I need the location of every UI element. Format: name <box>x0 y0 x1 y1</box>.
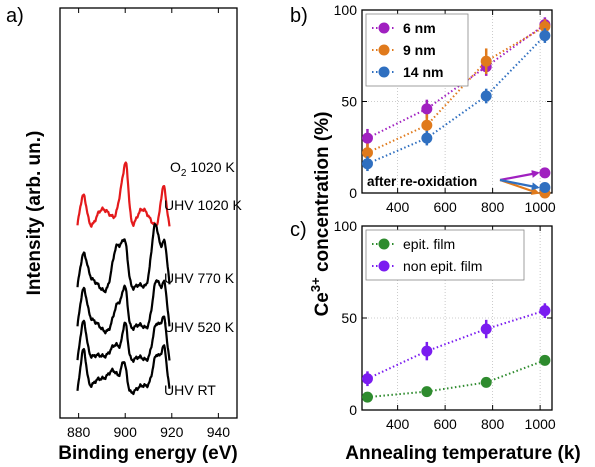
panel-b-series-line <box>367 34 546 165</box>
panel-c-y-tick-label: 0 <box>349 402 357 418</box>
panel-c-data-point <box>480 376 492 388</box>
panel-b-series-line <box>367 25 546 154</box>
panel-a-y-axis-label: Intensity (arb. un.) <box>24 131 45 296</box>
panel-b-data-point <box>421 119 433 131</box>
panel-a-x-tick-label: 880 <box>67 424 91 440</box>
panel-c-data-point <box>421 386 433 398</box>
panel-b-data-point <box>361 147 373 159</box>
panel-b-data-point <box>421 103 433 115</box>
panel-b-y-tick-label: 0 <box>349 185 357 201</box>
panel-b-series <box>361 28 551 172</box>
panel-b-series-line <box>367 23 546 139</box>
panel-b-reoxidation-point <box>539 167 551 179</box>
panel-b-data-point <box>480 55 492 67</box>
panel-a-series-label: UHV 1020 K <box>164 197 242 213</box>
panel-a-spectrum <box>76 279 171 335</box>
panel-a-x-tick-label: 900 <box>114 424 138 440</box>
panel-b-annotation-arrow <box>499 170 540 182</box>
panel-c-x-tick-label: 800 <box>481 416 505 432</box>
panel-a-spectrum <box>76 223 171 294</box>
panel-c-legend-label: epit. film <box>403 236 455 252</box>
panel-a-x-tick-label: 940 <box>207 424 231 440</box>
panel-c-x-tick-label: 1000 <box>525 416 556 432</box>
panel-a-spectrum <box>76 161 171 228</box>
panel-a-spectrum-line <box>76 161 171 228</box>
panel-b-legend: 6 nm 9 nm 14 nm <box>365 13 469 87</box>
panel-b-x-tick-label: 1000 <box>525 199 556 215</box>
panel-b-reoxidation-point <box>539 182 551 194</box>
panel-b-data-point <box>421 132 433 144</box>
panel-c-series <box>361 303 551 387</box>
panel-a-x-axis-label: Binding energy (eV) <box>58 443 237 464</box>
panel-c-x-tick-label: 600 <box>433 416 457 432</box>
panel-a-series-label: O2 1020 K <box>170 159 235 179</box>
panel-c-data-point <box>539 354 551 366</box>
panel-c-x-tick-label: 400 <box>386 416 410 432</box>
panel-b-legend-label: 6 nm <box>403 20 436 36</box>
panel-c-legend-swatch-marker <box>378 238 390 250</box>
panel-b-legend-label: 9 nm <box>403 42 436 58</box>
panel-b-label: b) <box>290 5 308 27</box>
panel-b-x-tick-label: 600 <box>433 199 457 215</box>
panel-a-label: a) <box>6 5 24 27</box>
panel-c-data-point <box>480 323 492 335</box>
panel-b-legend-label: 14 nm <box>403 64 443 80</box>
panel-c-legend: epit. film non epit. film <box>365 229 525 281</box>
panel-c-legend-box <box>365 229 525 281</box>
shared-y-axis-label: Ce3+ concentration (%) <box>308 112 333 317</box>
panel-c-legend-swatch-marker <box>378 260 390 272</box>
panel-c-x-axis-label: Annealing temperature (k) <box>345 443 580 464</box>
panel-a-series-label: UHV RT <box>164 382 216 398</box>
panel-a-frame <box>59 7 238 419</box>
panel-b-data-point <box>539 20 551 32</box>
panel-c-series-line <box>367 359 546 399</box>
panel-b-y-tick-label: 50 <box>341 94 357 110</box>
panel-c-data-point <box>421 345 433 357</box>
panel-a-spectrum-line <box>76 223 171 294</box>
panel-a-spectrum <box>76 344 171 396</box>
panel-b-data-point <box>480 90 492 102</box>
panel-c-y-tick-label: 100 <box>334 218 358 234</box>
panel-b-data-point <box>361 132 373 144</box>
panel-c-data-point <box>361 373 373 385</box>
panel-b-legend-swatch-marker <box>378 22 390 34</box>
panel-b-data-point <box>361 158 373 170</box>
panel-b-y-tick-label: 100 <box>334 2 358 18</box>
panel-a-spectrum-line <box>76 279 171 335</box>
panel-b-x-tick-label: 800 <box>481 199 505 215</box>
panel-a-series-label: UHV 770 K <box>164 270 235 286</box>
panel-a-spectrum-line <box>76 344 171 396</box>
panel-c-series <box>361 354 551 403</box>
panel-c-y-tick-label: 50 <box>341 310 357 326</box>
panel-c-legend-label: non epit. film <box>403 258 482 274</box>
panel-a-spectrum <box>76 315 171 363</box>
panel-b-annotation-arrow <box>499 178 540 191</box>
panel-c-series-line <box>367 309 546 380</box>
panel-c-label: c) <box>290 219 307 241</box>
panel-b-data-point <box>539 30 551 42</box>
panel-a-spectrum-line <box>76 315 171 363</box>
panel-a-x-tick-label: 920 <box>160 424 184 440</box>
panel-c-data-point <box>539 305 551 317</box>
panel-b-x-tick-label: 400 <box>386 199 410 215</box>
panel-b-annotation: after re-oxidation <box>367 174 477 189</box>
panel-c-data-point <box>361 391 373 403</box>
panel-b-legend-swatch-marker <box>378 44 390 56</box>
panel-a-series-label: UHV 520 K <box>164 319 235 335</box>
panel-b-legend-swatch-marker <box>378 66 390 78</box>
